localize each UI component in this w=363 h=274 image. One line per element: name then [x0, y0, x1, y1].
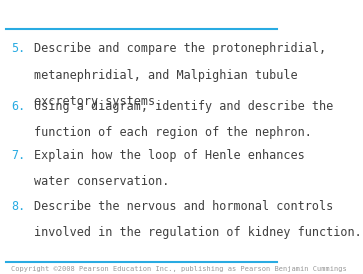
Text: 8.: 8.: [11, 200, 25, 213]
Text: excretory systems.: excretory systems.: [34, 95, 162, 107]
Text: Explain how the loop of Henle enhances: Explain how the loop of Henle enhances: [34, 149, 305, 162]
Text: involved in the regulation of kidney function.: involved in the regulation of kidney fun…: [34, 226, 362, 239]
Text: water conservation.: water conservation.: [34, 175, 169, 188]
Text: 5.: 5.: [11, 42, 25, 55]
Text: Using a diagram, identify and describe the: Using a diagram, identify and describe t…: [34, 100, 333, 113]
Text: 6.: 6.: [11, 100, 25, 113]
Text: Copyright ©2008 Pearson Education Inc., publishing as Pearson Benjamin Cummings: Copyright ©2008 Pearson Education Inc., …: [11, 266, 347, 272]
Text: 7.: 7.: [11, 149, 25, 162]
Text: Describe and compare the protonephridial,: Describe and compare the protonephridial…: [34, 42, 326, 55]
Text: metanephridial, and Malpighian tubule: metanephridial, and Malpighian tubule: [34, 68, 298, 81]
Text: function of each region of the nephron.: function of each region of the nephron.: [34, 126, 312, 139]
Text: Describe the nervous and hormonal controls: Describe the nervous and hormonal contro…: [34, 200, 333, 213]
